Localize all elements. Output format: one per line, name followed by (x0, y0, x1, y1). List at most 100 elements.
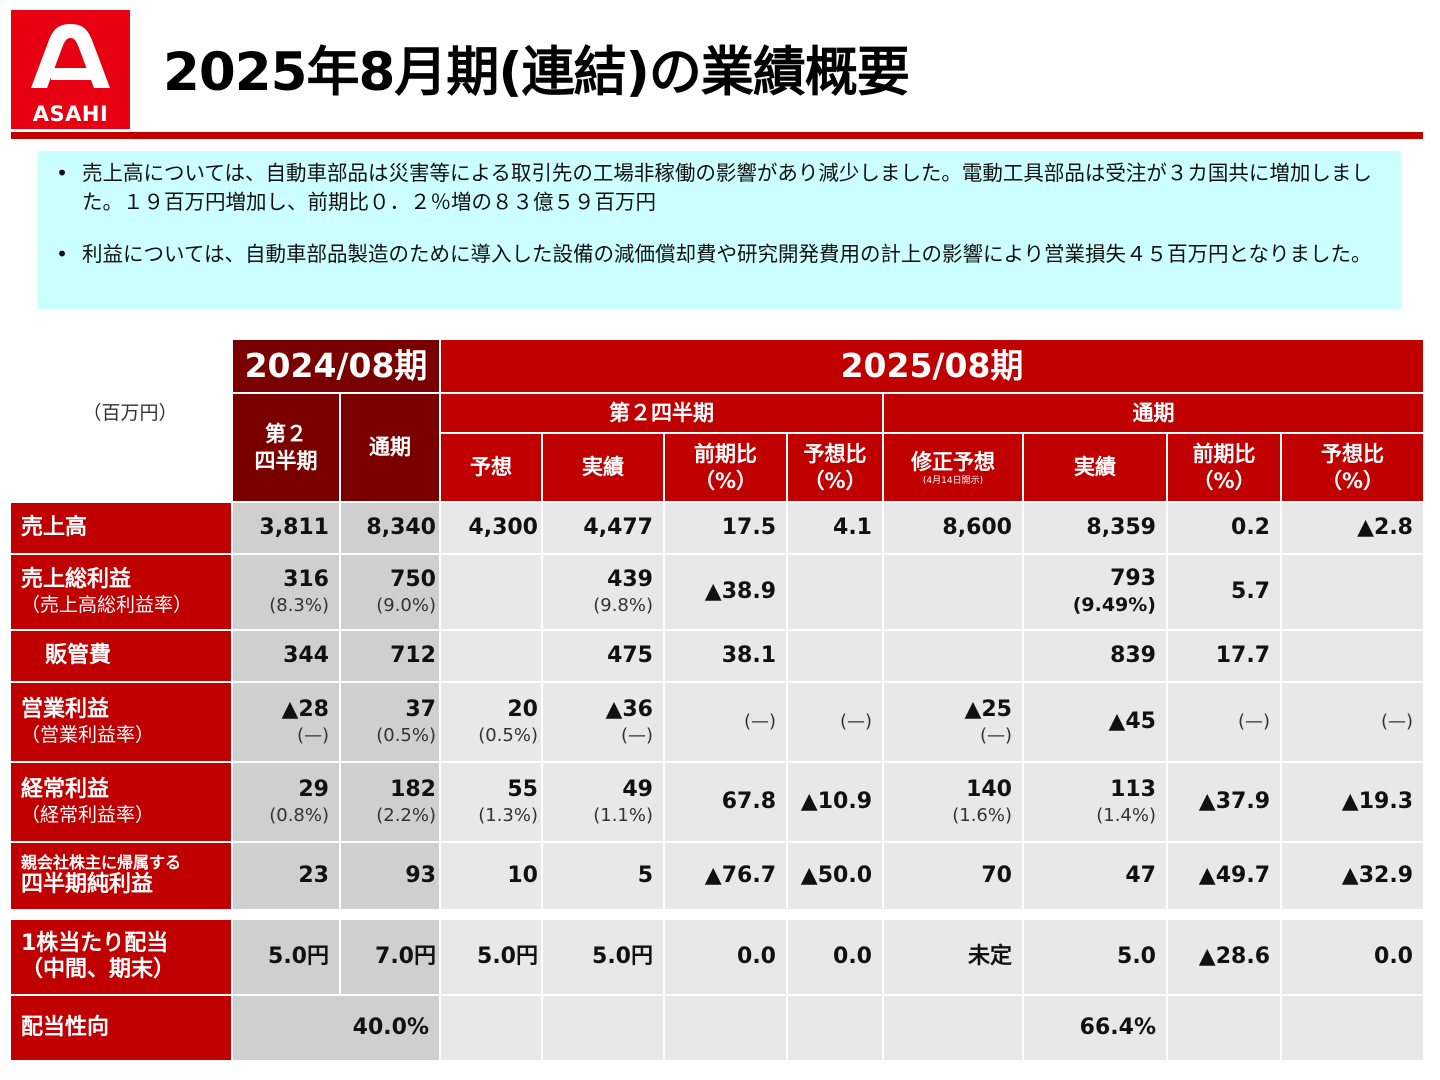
cell-value: 0.0 (1374, 943, 1413, 969)
table-cell-gross-7: 793 (9.49%) (1024, 555, 1166, 629)
cell-value: 793 (1110, 566, 1156, 592)
table-cell-op-1: 37 (0.5%) (341, 683, 439, 761)
row-label-subtext: 親会社株主に帰属する (21, 853, 182, 873)
cell-value: ▲38.9 (704, 578, 776, 604)
table-cell-net-4: ▲76.7 (665, 843, 786, 909)
table-cell-sales-1: 8,340 (341, 503, 439, 553)
row-label-sales: 売上高 (11, 503, 231, 553)
cell-value: ▲28.6 (1198, 943, 1270, 969)
cell-value: 67.8 (721, 788, 776, 814)
table-cell-payout-8 (1168, 996, 1280, 1060)
cell-value: 37 (405, 696, 436, 722)
row-label-text: 売上高 (21, 514, 88, 540)
table-cell-div-5: 0.0 (788, 920, 882, 994)
cell-ratio: (9.0%) (376, 594, 436, 616)
row-label-text: 経常利益 (21, 777, 110, 803)
row-label-text: 営業利益 (21, 697, 110, 723)
header-vs-forecast2: 予想比 （%） (1282, 434, 1423, 501)
header-yoy: 前期比 （%） (665, 434, 786, 501)
cell-value: ▲32.9 (1341, 862, 1413, 888)
table-cell-payout-4 (665, 996, 786, 1060)
table-cell-op-9: (—) (1282, 683, 1423, 761)
header-fy2025: 2025/08期 (441, 340, 1423, 392)
table-cell-gross-1: 750 (9.0%) (341, 555, 439, 629)
table-cell-sales-3: 4,477 (543, 503, 663, 553)
table-cell-div-1: 7.0円 (341, 920, 439, 994)
header-yoy2: 前期比 （%） (1168, 434, 1280, 501)
table-cell-op-7: ▲45 (1024, 683, 1166, 761)
table-cell-net-7: 47 (1024, 843, 1166, 909)
cell-value: 140 (966, 776, 1012, 802)
table-cell-payout-6 (884, 996, 1022, 1060)
summary-bullet-profit: • 利益については、自動車部品製造のために導入した設備の減価償却費や研究開発費用… (56, 240, 1381, 269)
table-cell-op-5: (—) (788, 683, 882, 761)
table-cell-sga-9 (1282, 631, 1423, 681)
table-cell-div-7: 5.0 (1024, 920, 1166, 994)
row-label-gross: 売上総利益 （売上高総利益率） (11, 555, 231, 629)
cell-value: ▲10.9 (800, 788, 872, 814)
table-cell-op-2: 20 (0.5%) (441, 683, 541, 761)
asahi-logo: ASAHI (11, 10, 130, 129)
table-cell-ord-8: ▲37.9 (1168, 763, 1280, 841)
row-label-text: 四半期純利益 (21, 872, 154, 898)
cell-value: 316 (283, 566, 329, 592)
row-label-operating: 営業利益 （営業利益率） (11, 683, 231, 761)
table-cell-op-4: (—) (665, 683, 786, 761)
cell-value: 4,300 (468, 514, 538, 540)
cell-ratio: (—) (1380, 711, 1413, 733)
table-cell-payout-5 (788, 996, 882, 1060)
cell-ratio: (—) (979, 724, 1012, 746)
cell-value: 5.0 (1117, 943, 1156, 969)
cell-value: ▲28 (281, 696, 329, 722)
title-rule (11, 132, 1423, 139)
cell-value: 439 (607, 566, 653, 592)
page-title: 2025年8月期(連結)の業績概要 (163, 42, 910, 103)
cell-value: 17.5 (721, 514, 776, 540)
table-cell-ord-2: 55 (1.3%) (441, 763, 541, 841)
row-label-text: 1株当たり配当 (21, 930, 169, 956)
header-fy2024: 2024/08期 (233, 340, 439, 392)
header-actual2: 実績 (1024, 434, 1166, 501)
cell-value: 55 (507, 776, 538, 802)
table-cell-op-0: ▲28 (—) (233, 683, 339, 761)
header-revised-note: (4月14日開示) (922, 476, 984, 487)
cell-value: ▲45 (1108, 708, 1156, 734)
table-cell-div-3: 5.0円 (543, 920, 663, 994)
cell-ratio: (1.1%) (593, 804, 653, 826)
cell-ratio: (—) (620, 724, 653, 746)
cell-value: 70 (981, 862, 1012, 888)
cell-value: ▲76.7 (704, 862, 776, 888)
cell-value: ▲50.0 (800, 862, 872, 888)
cell-value: 5 (637, 862, 653, 888)
table-cell-gross-4: ▲38.9 (665, 555, 786, 629)
cell-value: 0.2 (1231, 514, 1270, 540)
table-cell-sga-7: 839 (1024, 631, 1166, 681)
cell-value: 8,359 (1086, 514, 1156, 540)
cell-value: 93 (405, 862, 436, 888)
cell-value: 4.1 (833, 514, 872, 540)
table-cell-sales-8: 0.2 (1168, 503, 1280, 553)
cell-ratio: (—) (1237, 711, 1270, 733)
cell-value: 344 (283, 642, 329, 668)
header-revised-forecast: 修正予想 (4月14日開示) (884, 434, 1022, 501)
table-cell-payout-9 (1282, 996, 1423, 1060)
cell-ratio: (1.3%) (478, 804, 538, 826)
table-cell-sga-8: 17.7 (1168, 631, 1280, 681)
header-revised-label: 修正予想 (911, 449, 995, 474)
table-cell-sales-6: 8,600 (884, 503, 1022, 553)
table-cell-ord-6: 140 (1.6%) (884, 763, 1022, 841)
table-cell-sga-2 (441, 631, 541, 681)
table-cell-op-8: (—) (1168, 683, 1280, 761)
cell-value: 4,477 (583, 514, 653, 540)
cell-value: 113 (1110, 776, 1156, 802)
table-cell-op-3: ▲36 (—) (543, 683, 663, 761)
cell-ratio: (—) (839, 711, 872, 733)
cell-value: 未定 (967, 943, 1012, 969)
table-cell-ord-4: 67.8 (665, 763, 786, 841)
cell-value: 29 (298, 776, 329, 802)
table-cell-ord-7: 113 (1.4%) (1024, 763, 1166, 841)
summary-box: • 売上高については、自動車部品は災害等による取引先の工場非稼働の影響があり減少… (38, 151, 1401, 309)
cell-value: 40.0% (352, 1014, 429, 1040)
cell-value: 8,600 (942, 514, 1012, 540)
row-label-payout: 配当性向 (11, 996, 231, 1060)
